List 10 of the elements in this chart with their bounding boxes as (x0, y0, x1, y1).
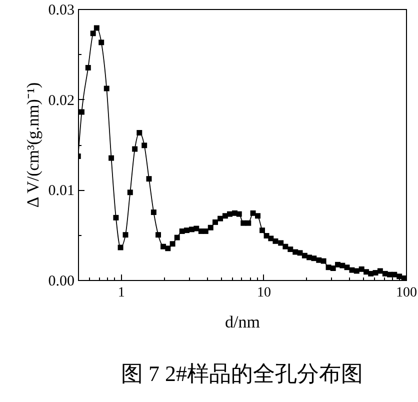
y-tick-label: 0.01 (48, 183, 74, 200)
x-tick-label: 10 (256, 286, 271, 300)
y-tick-label: 0.00 (48, 274, 74, 290)
y-axis-title: Δ V/(cm³(g.nm)⁻¹) (23, 82, 42, 208)
x-tick-label: 1 (118, 286, 125, 300)
caption: 图 7 2#样品的全孔分布图 (121, 361, 363, 386)
x-tick-label: 100 (396, 286, 417, 300)
x-axis-title: d/nm (225, 312, 260, 332)
y-tick-label: 0.03 (48, 2, 74, 18)
y-tick-label: 0.02 (48, 92, 74, 109)
